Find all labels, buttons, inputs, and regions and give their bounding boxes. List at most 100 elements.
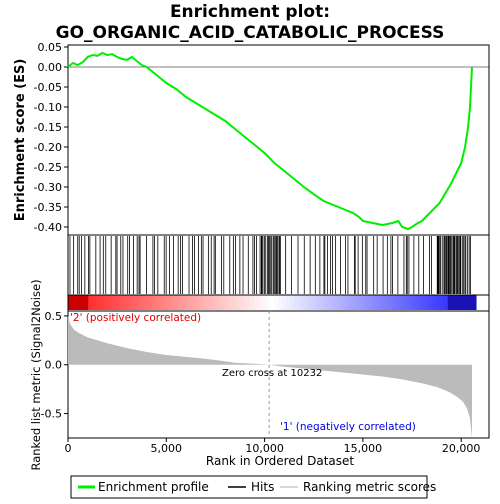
color-bar-segment bbox=[415, 295, 420, 310]
hit-lines bbox=[69, 236, 471, 294]
color-bar-segment bbox=[92, 295, 97, 310]
chart-title-line1: Enrichment plot: bbox=[170, 2, 330, 22]
color-bar-segment bbox=[362, 295, 368, 310]
color-bar-segment bbox=[350, 295, 356, 310]
legend-metric-label: Ranking metric scores bbox=[303, 480, 436, 494]
color-bar-segment bbox=[282, 295, 287, 310]
color-bar-segment bbox=[286, 295, 291, 310]
metric-yticks: 0.5 0.0 -0.5 bbox=[41, 310, 68, 421]
es-ytick-label: -0.25 bbox=[34, 161, 62, 174]
color-bar-segment bbox=[181, 295, 186, 310]
color-bar-segment bbox=[229, 295, 235, 310]
metric-xticks: 0 5,000 10,000 15,000 20,000 bbox=[65, 438, 481, 455]
color-bar-segment bbox=[152, 295, 158, 310]
es-ytick-label: -0.15 bbox=[34, 121, 62, 134]
color-bar-segment bbox=[169, 295, 174, 310]
color-bar-segment bbox=[253, 295, 259, 310]
metric-xtick-label: 10,000 bbox=[245, 442, 284, 455]
color-bar-segment bbox=[330, 295, 336, 310]
color-bar-segment bbox=[68, 295, 73, 310]
enrichment-profile-line bbox=[67, 51, 473, 231]
es-yticks: 0.05 0.00 -0.05 -0.10 -0.15 -0.20 -0.25 -0.30 -0… bbox=[34, 41, 68, 234]
color-bar-segment bbox=[148, 295, 154, 310]
color-bar-segment bbox=[84, 295, 89, 310]
color-bar-segment bbox=[322, 295, 328, 310]
metric-xtick-label: 20,000 bbox=[442, 442, 481, 455]
es-ytick-label: -0.05 bbox=[34, 81, 62, 94]
color-bar-segment bbox=[237, 295, 243, 310]
color-bar-segment bbox=[439, 295, 445, 310]
color-bar-segment bbox=[459, 295, 465, 310]
hits-panel-frame bbox=[67, 234, 490, 296]
color-bar-segment bbox=[108, 295, 113, 310]
color-bar-segment bbox=[306, 295, 311, 310]
color-bar-segment bbox=[318, 295, 324, 310]
color-bar-segment bbox=[294, 295, 299, 310]
color-bar-segment bbox=[88, 295, 93, 310]
color-bar-segment bbox=[391, 295, 396, 310]
color-bar-segment bbox=[447, 295, 453, 310]
color-bar-segment bbox=[241, 295, 247, 310]
color-bar-segment bbox=[326, 295, 332, 310]
es-panel: 0.05 0.00 -0.05 -0.10 -0.15 -0.20 -0.25 -0.30 -0… bbox=[13, 41, 490, 236]
metric-xlabel: Rank in Ordered Dataset bbox=[206, 454, 354, 468]
color-bar-segment bbox=[411, 295, 416, 310]
color-bar-segment bbox=[80, 295, 85, 310]
color-bar-segment bbox=[314, 295, 319, 310]
color-bar-segment bbox=[451, 295, 457, 310]
color-bar-segment bbox=[310, 295, 315, 310]
color-bar-segment bbox=[193, 295, 198, 310]
color-bar-segment bbox=[76, 295, 81, 310]
metric-ylabel: Ranked list metric (Signal2Noise) bbox=[29, 279, 43, 470]
color-bar-segment bbox=[423, 295, 429, 310]
negative-correlation-label: '1' (negatively correlated) bbox=[280, 421, 416, 433]
color-bar-segment bbox=[371, 295, 376, 310]
color-bar-segment bbox=[213, 295, 218, 310]
color-bar-segment bbox=[104, 295, 109, 310]
color-bar-segment bbox=[346, 295, 352, 310]
color-bar-segment bbox=[197, 295, 202, 310]
legend: Enrichment profile Hits Ranking metric s… bbox=[70, 475, 436, 499]
es-ytick-label: -0.30 bbox=[34, 181, 62, 194]
color-bar-segment bbox=[472, 295, 477, 310]
color-bar-segment bbox=[136, 295, 142, 310]
color-bar-segment bbox=[225, 295, 231, 310]
color-bar-segment bbox=[274, 295, 279, 310]
color-bar-segment bbox=[221, 295, 227, 310]
color-bar-segment bbox=[128, 295, 134, 310]
color-bar-segment bbox=[160, 295, 166, 310]
legend-hits-label: Hits bbox=[251, 480, 274, 494]
color-bar-segment bbox=[132, 295, 138, 310]
color-bar-segment bbox=[144, 295, 150, 310]
ranking-color-bar bbox=[67, 294, 490, 312]
metric-xtick-label: 15,000 bbox=[344, 442, 383, 455]
color-bar-segment bbox=[120, 295, 126, 310]
color-bar-segment bbox=[463, 295, 469, 310]
color-bar-segment bbox=[217, 295, 223, 310]
es-ytick-label: 0.05 bbox=[38, 41, 63, 54]
color-bar-segment bbox=[467, 295, 473, 310]
color-bar-segment bbox=[245, 295, 251, 310]
color-bar-segment bbox=[116, 295, 122, 310]
color-bar-segment bbox=[249, 295, 255, 310]
es-ytick-label: 0.00 bbox=[38, 61, 63, 74]
color-bar-segment bbox=[257, 295, 263, 310]
color-bar-segment bbox=[358, 295, 364, 310]
color-bar-segment bbox=[124, 295, 130, 310]
color-bar-segment bbox=[399, 295, 404, 310]
color-bar-segment bbox=[427, 295, 433, 310]
metric-xtick-label: 5,000 bbox=[151, 442, 183, 455]
color-bar-segment bbox=[72, 295, 77, 310]
color-bar-segment bbox=[189, 295, 194, 310]
es-panel-frame bbox=[67, 44, 490, 236]
color-bar-segment bbox=[201, 295, 206, 310]
hits-panel bbox=[67, 234, 490, 296]
color-bar-segment bbox=[261, 295, 267, 310]
color-bar-segment bbox=[379, 295, 384, 310]
color-bar-segment bbox=[233, 295, 239, 310]
color-bar-segment bbox=[290, 295, 295, 310]
es-ytick-label: -0.20 bbox=[34, 141, 62, 154]
metric-xtick-label: 0 bbox=[65, 442, 72, 455]
